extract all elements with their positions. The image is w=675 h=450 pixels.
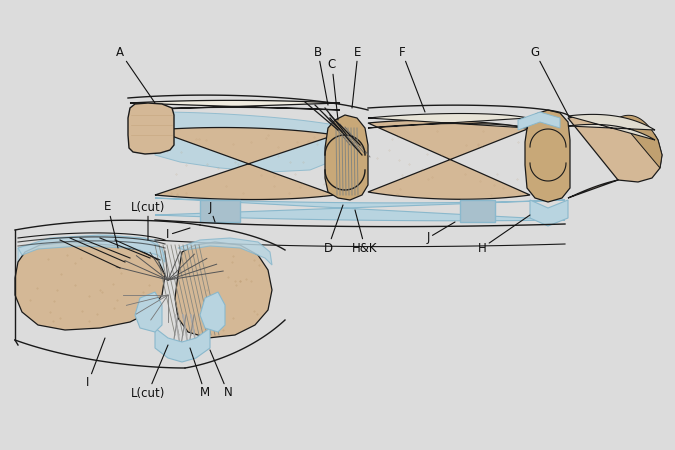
Text: I: I (166, 228, 190, 242)
Text: E: E (352, 45, 362, 108)
Polygon shape (200, 292, 225, 332)
Polygon shape (368, 120, 530, 199)
Text: B: B (314, 45, 328, 105)
Polygon shape (15, 242, 165, 330)
Text: E: E (105, 201, 118, 248)
Polygon shape (618, 115, 662, 168)
Polygon shape (460, 200, 495, 222)
Polygon shape (18, 235, 165, 285)
Text: J: J (427, 222, 455, 244)
Polygon shape (155, 198, 565, 221)
Polygon shape (368, 113, 528, 128)
Text: H&K: H&K (352, 210, 378, 255)
Polygon shape (155, 328, 210, 362)
Polygon shape (525, 110, 570, 202)
Polygon shape (518, 112, 560, 130)
Polygon shape (178, 238, 272, 265)
Polygon shape (325, 115, 368, 200)
Polygon shape (130, 100, 340, 110)
Polygon shape (135, 292, 162, 332)
Text: C: C (328, 58, 338, 120)
Polygon shape (200, 200, 240, 222)
Text: I: I (86, 338, 105, 390)
Text: G: G (531, 45, 568, 115)
Polygon shape (18, 235, 165, 262)
Polygon shape (155, 127, 335, 199)
Text: H: H (478, 215, 530, 255)
Polygon shape (568, 116, 662, 198)
Text: M: M (190, 348, 210, 400)
Text: L(cut): L(cut) (131, 201, 165, 240)
Text: D: D (323, 205, 343, 255)
Polygon shape (530, 200, 568, 226)
Text: L(cut): L(cut) (131, 345, 168, 400)
Text: N: N (210, 350, 232, 400)
Polygon shape (175, 242, 272, 338)
Text: A: A (116, 45, 155, 103)
Polygon shape (128, 103, 174, 154)
Text: F: F (399, 45, 425, 112)
Polygon shape (568, 114, 655, 140)
Text: J: J (209, 201, 215, 222)
Polygon shape (155, 112, 335, 172)
